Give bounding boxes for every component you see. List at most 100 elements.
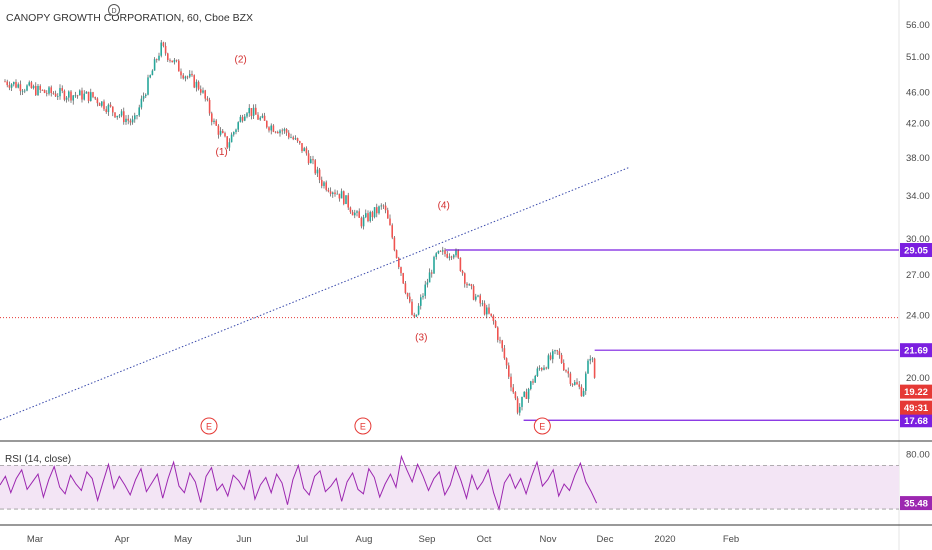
candle-body [442,250,444,252]
candle-body [281,130,283,132]
wave-label: (2) [235,54,247,65]
candle-body [17,84,19,88]
candle-body [107,104,110,113]
candle-body [351,211,354,216]
candle-body [125,118,127,123]
candle-body [191,73,193,76]
candle-body [120,111,123,116]
candle-body [85,91,88,94]
candle-body [404,283,407,293]
candle-body [65,97,68,100]
candle-body [569,373,572,384]
candle-body [490,313,492,316]
candle-body [261,115,264,118]
candle-body [259,117,261,120]
candle-body [422,295,424,298]
candle-body [39,85,41,90]
candle-body [424,284,426,296]
candle-body [129,120,132,123]
candle-body [101,101,103,106]
candle-body [334,192,336,195]
candle-body [369,212,371,222]
level-price-badge: 17.68 [904,416,928,427]
candle-body [171,60,173,63]
candle-body [470,284,473,286]
candle-body [246,113,248,117]
time-tick-label: Feb [723,534,739,545]
candle-body [486,307,488,315]
candle-body [301,143,303,152]
candle-body [446,253,448,258]
dividend-icon-glyph: D [111,8,116,15]
candle-body [299,141,301,144]
candle-body [52,92,55,94]
earnings-marker-label: E [539,422,545,432]
candle-body [591,358,594,360]
rsi-pane: 80.00 [0,449,930,512]
candle-body [204,90,206,99]
candle-body [57,96,59,98]
candle-body [589,359,591,361]
candle-body [567,371,569,374]
candle-body [15,81,17,88]
candle-body [151,70,154,76]
candle-body [501,340,503,349]
trend-line-layer [0,166,899,421]
candle-body [90,92,92,101]
time-tick-label: Dec [597,534,614,545]
candle-body [173,59,176,63]
price-tick-label: 46.00 [906,87,930,98]
wave-label: (3) [415,333,427,344]
candle-body [523,391,525,397]
candle-body [208,99,211,114]
candle-body [105,109,107,113]
candle-body [389,218,391,226]
candle-body [219,130,222,135]
candle-body [563,362,565,371]
candle-body [349,207,352,212]
time-tick-label: Nov [540,534,557,545]
candle-body [109,104,112,107]
candle-body [255,107,257,115]
horizontal-levels [445,249,899,421]
candle-body [481,303,484,305]
candle-body [228,142,231,148]
candle-body [6,81,8,86]
candle-body [378,206,380,214]
candle-body [479,295,481,304]
candle-body [336,193,338,195]
candle-body [303,148,305,152]
candle-body [332,192,334,194]
candle-body [448,256,451,258]
candle-body [294,138,297,140]
candle-body [235,129,237,133]
candle-body [415,314,418,317]
candle-body [43,89,46,93]
candle-body [50,87,52,93]
candle-body [373,207,376,218]
candle-body [457,250,459,258]
candle-body [521,396,523,407]
candle-body [556,350,558,352]
candle-body [266,120,268,128]
candle-body [149,75,151,78]
time-tick-label: Sep [419,534,436,545]
candle-body [252,107,255,116]
candle-body [347,195,349,208]
candle-body [380,205,382,207]
candle-body [274,131,277,133]
candle-body [497,327,499,340]
candle-body [79,90,81,96]
candle-body [477,295,479,297]
candle-body [202,90,204,93]
candle-body [525,391,528,399]
candle-body [395,250,398,259]
candle-body [81,90,83,100]
candle-body [466,283,468,286]
current-price-badge: 19.22 [904,387,928,398]
candle-body [571,383,574,385]
candle-body [420,297,422,306]
candle-body [28,82,30,86]
candle-body [4,81,6,83]
